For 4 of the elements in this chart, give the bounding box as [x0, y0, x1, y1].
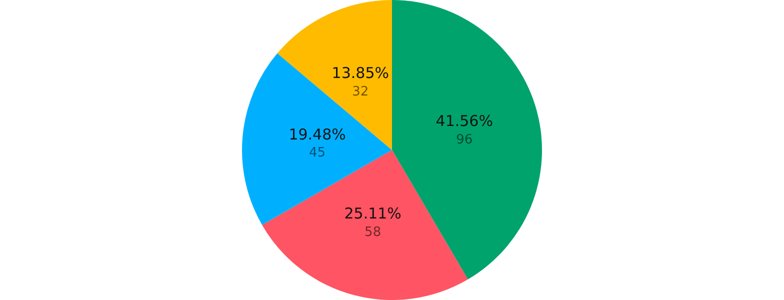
data-label: 19.48% 45 [288, 125, 346, 161]
data-label: 41.56% 96 [436, 112, 493, 148]
data-label: 25.11% 58 [344, 204, 402, 240]
data-label: 13.85% 32 [332, 64, 389, 100]
